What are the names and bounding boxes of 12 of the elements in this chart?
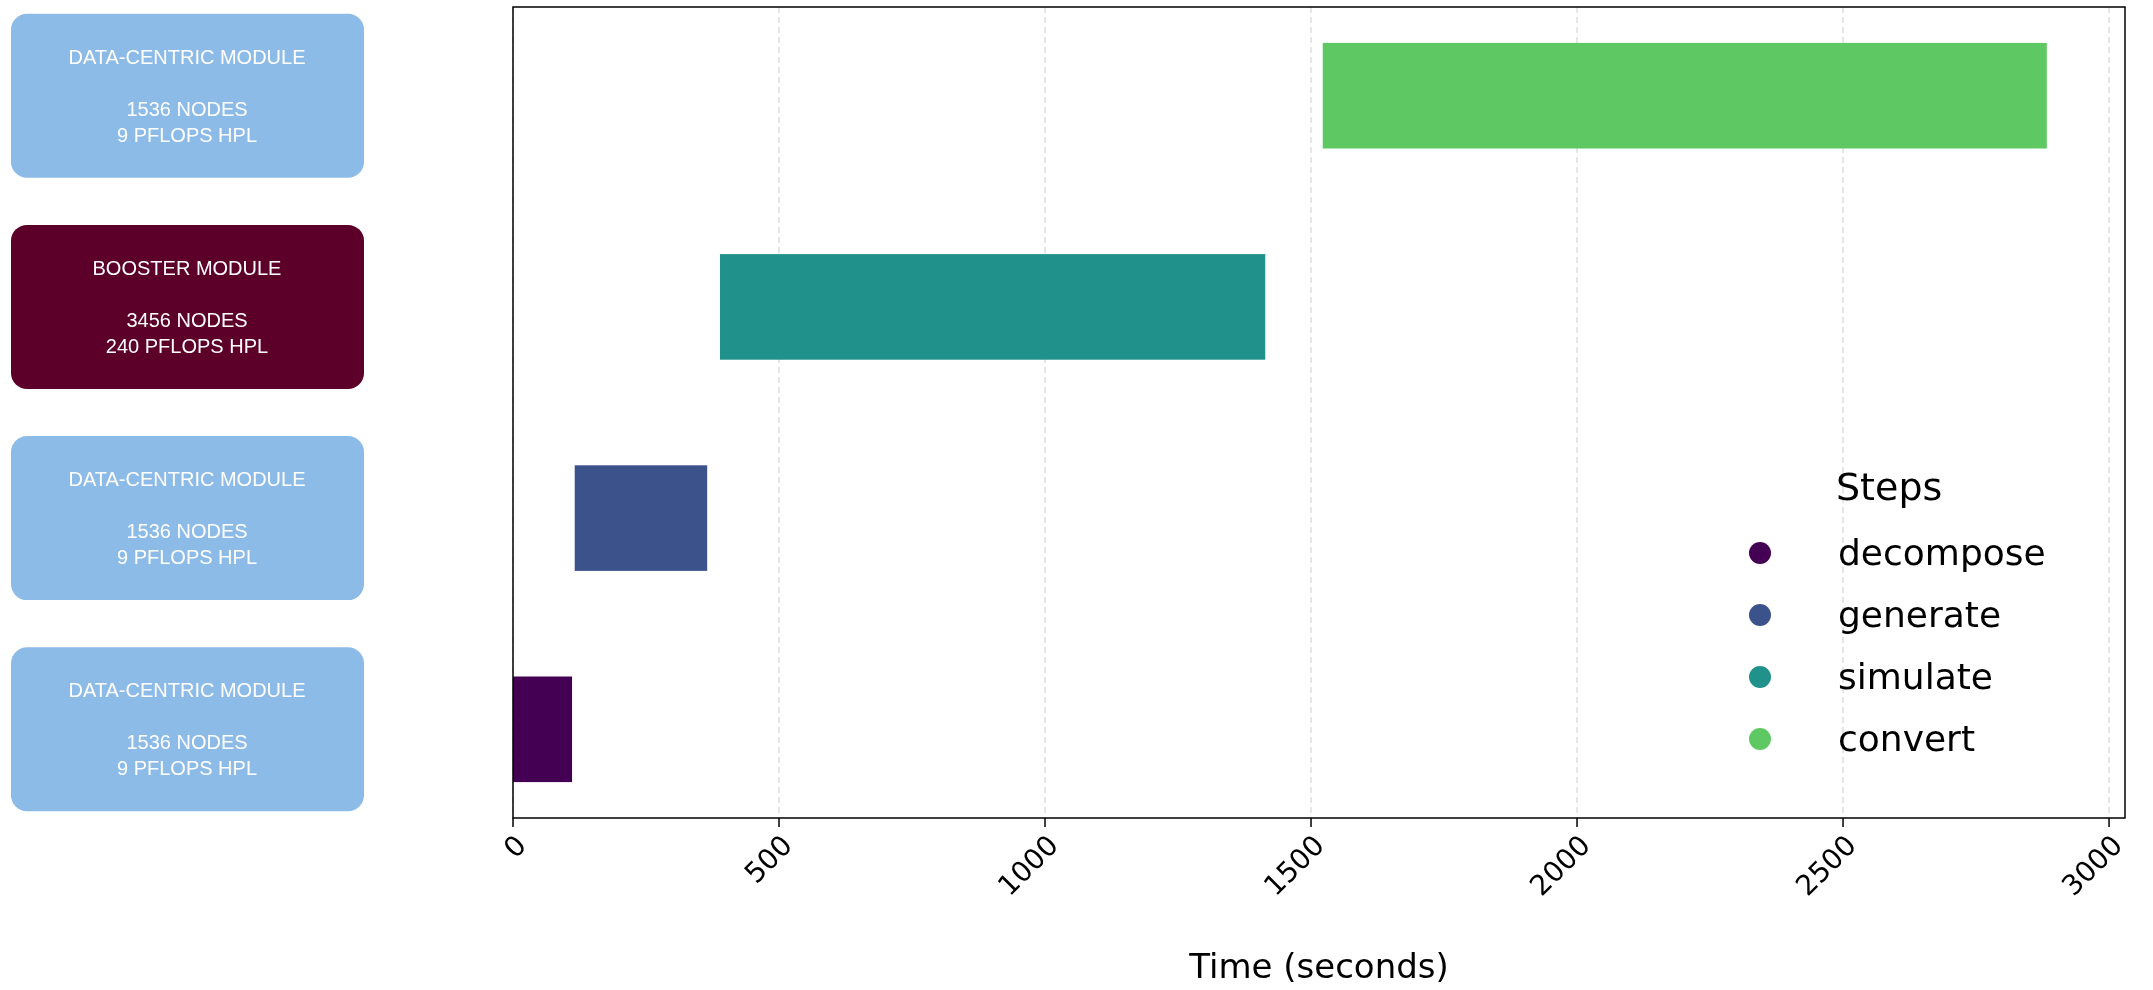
x-axis-title: Time (seconds) <box>1188 946 1449 986</box>
category-label: DATA-CENTRIC MODULE 1536 NODES 9 PFLOPS HPL <box>68 468 306 569</box>
legend-title: Steps <box>1836 465 1943 509</box>
legend-label: simulate <box>1838 656 1993 697</box>
x-tick-label: 500 <box>737 828 799 890</box>
legend-label: convert <box>1838 718 1976 759</box>
legend-label: decompose <box>1838 532 2046 573</box>
x-tick-label: 0 <box>496 828 533 865</box>
category-label: BOOSTER MODULE 3456 NODES 240 PFLOPS HPL <box>92 256 282 357</box>
category-label: DATA-CENTRIC MODULE 1536 NODES 9 PFLOPS HPL <box>68 679 306 780</box>
category-label: DATA-CENTRIC MODULE 1536 NODES 9 PFLOPS HPL <box>68 45 306 146</box>
legend-label: generate <box>1838 594 2002 635</box>
